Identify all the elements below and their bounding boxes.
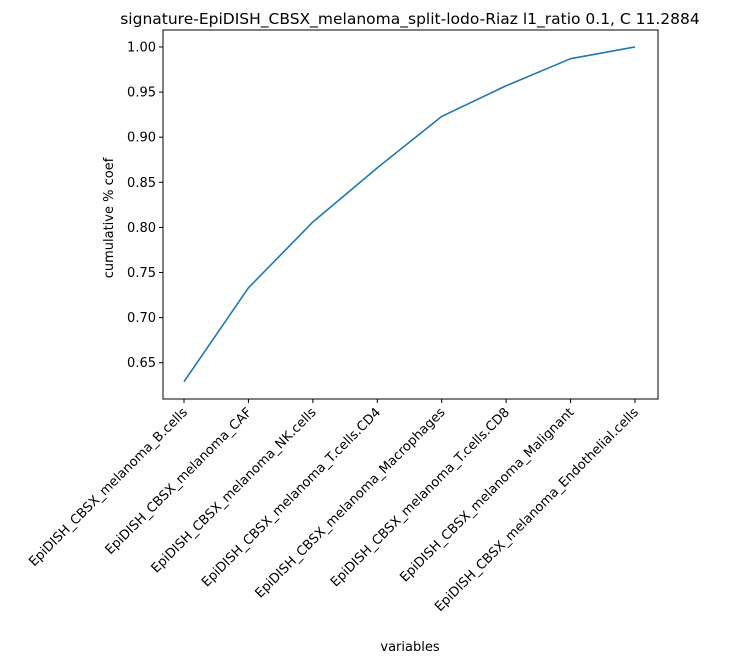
y-tick-label: 1.00 [127, 40, 156, 55]
y-tick-label: 0.85 [127, 176, 156, 191]
x-axis-ticks: EpiDISH_CBSX_melanoma_B.cellsEpiDISH_CBS… [26, 399, 642, 615]
plot-area [162, 29, 659, 400]
y-tick-label: 0.95 [127, 86, 156, 101]
x-axis-label: variables [380, 640, 439, 655]
chart-title: signature-EpiDISH_CBSX_melanoma_split-lo… [120, 10, 700, 29]
y-axis-label: cumulative % coef [102, 157, 117, 278]
y-tick-label: 0.90 [127, 131, 156, 146]
series-line [183, 46, 636, 383]
y-tick-label: 0.65 [127, 356, 156, 371]
y-tick-label: 0.80 [127, 221, 156, 236]
y-tick-label: 0.70 [127, 311, 156, 326]
y-axis-ticks: 0.65 0.70 0.75 0.80 0.85 0.90 0.95 1.00 [127, 40, 163, 371]
y-tick-label: 0.75 [127, 266, 156, 281]
